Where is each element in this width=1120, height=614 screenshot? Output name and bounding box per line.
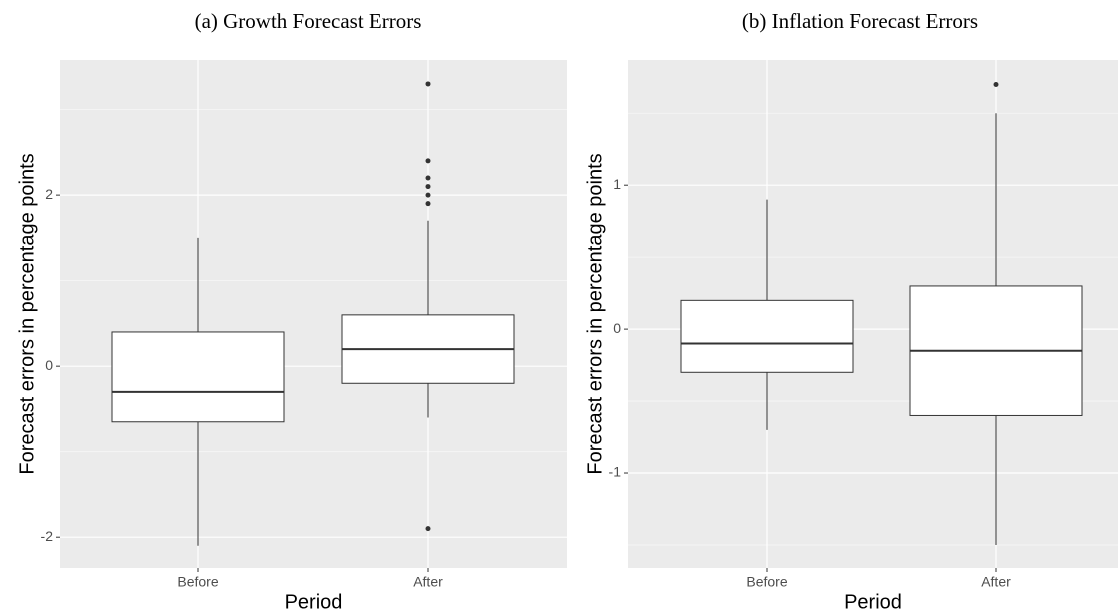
x-tick-label: After — [981, 574, 1011, 590]
outlier — [425, 81, 431, 87]
box — [111, 331, 285, 423]
y-tick-label: -2 — [41, 528, 54, 544]
chart-title: (b) Inflation Forecast Errors — [742, 9, 978, 33]
panel — [628, 60, 1118, 568]
plot-background — [60, 60, 567, 568]
outlier — [425, 175, 431, 181]
x-tick-label: Before — [177, 574, 218, 590]
chart-title: (a) Growth Forecast Errors — [195, 9, 422, 33]
box — [680, 299, 854, 373]
outlier — [425, 201, 431, 207]
x-tick-label: After — [413, 574, 443, 590]
x-axis-label: Period — [844, 591, 902, 613]
panel — [60, 60, 567, 568]
y-tick-label: 1 — [613, 176, 621, 192]
y-tick-label: -1 — [609, 464, 622, 480]
y-axis-label: Forecast errors in percentage points — [16, 153, 38, 474]
x-tick-label: Before — [746, 574, 787, 590]
y-tick-label: 0 — [613, 320, 621, 336]
outlier — [425, 526, 431, 532]
outlier — [425, 192, 431, 198]
y-tick-label: 2 — [45, 186, 53, 202]
y-tick-label: 0 — [45, 357, 53, 373]
y-axis-label: Forecast errors in percentage points — [584, 153, 606, 474]
outlier — [425, 184, 431, 190]
outlier — [425, 158, 431, 164]
x-axis-label: Period — [285, 591, 343, 613]
outlier — [993, 81, 999, 87]
